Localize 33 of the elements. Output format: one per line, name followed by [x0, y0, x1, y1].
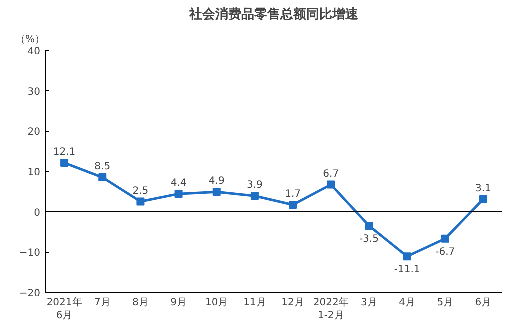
data-label: 1.7: [285, 188, 301, 200]
y-tick-label: 20: [28, 127, 41, 138]
data-label: 4.9: [208, 176, 225, 188]
x-tick-label: 5月: [437, 298, 454, 308]
x-tick-label: 3月: [361, 298, 378, 308]
data-label: 4.4: [170, 178, 187, 190]
data-label: 6.7: [323, 168, 340, 180]
x-tick-label: 4月: [399, 298, 416, 308]
x-tick-label: 6月: [475, 298, 492, 308]
x-tick-label: 11月: [244, 298, 266, 308]
data-label: -3.5: [359, 234, 379, 245]
x-tick-label: 2021年 6月: [46, 296, 82, 322]
y-tick-label: −10: [19, 248, 41, 260]
data-label: 3.1: [476, 183, 492, 194]
x-tick-label: 12月: [282, 298, 304, 308]
data-label: -11.1: [394, 264, 420, 276]
y-tick-label: 40: [28, 46, 41, 58]
y-tick-label: 0: [34, 208, 41, 219]
data-label: 12.1: [53, 147, 76, 158]
data-label: 3.9: [247, 180, 263, 192]
y-axis-title: （%）: [16, 34, 46, 46]
y-tick-label: −20: [19, 288, 41, 300]
x-tick-label: 8月: [132, 298, 149, 308]
y-tick-label: 30: [28, 86, 41, 98]
x-tick-label: 9月: [170, 298, 187, 308]
x-tick-label: 2022年 1-2月: [313, 296, 349, 322]
data-label: -6.7: [436, 246, 456, 258]
data-label: 8.5: [94, 162, 111, 173]
x-tick-label: 10月: [206, 298, 228, 308]
chart-title: 社会消费品零售总额同比增速: [188, 6, 360, 22]
y-tick-label: 10: [28, 168, 41, 178]
x-tick-label: 7月: [94, 298, 111, 308]
data-label: 2.5: [132, 186, 149, 197]
